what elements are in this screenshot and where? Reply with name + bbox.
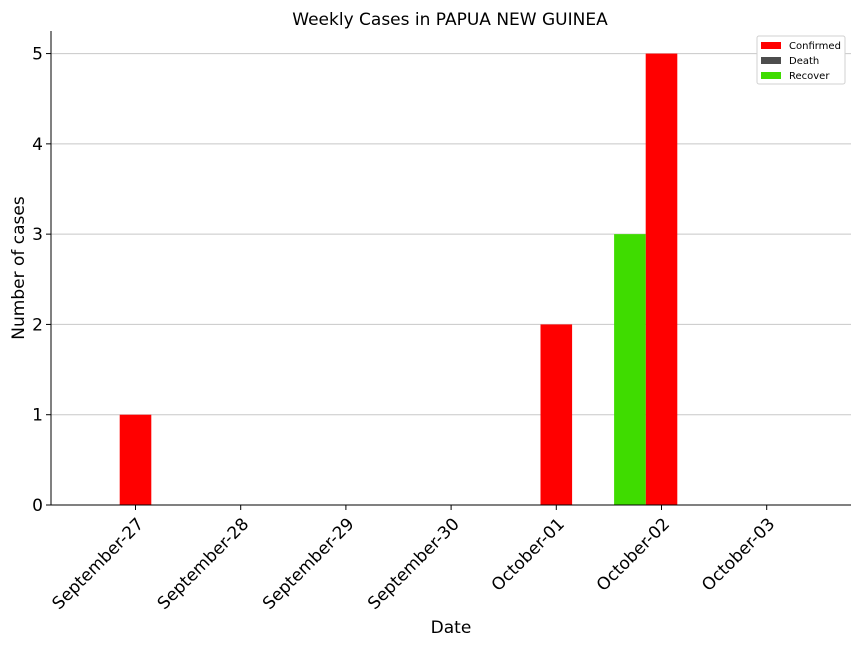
y-tick-label: 2 (32, 315, 43, 335)
y-tick-label: 4 (32, 135, 43, 155)
legend: Confirmed Death Recover (756, 35, 846, 85)
legend-label-death: Death (789, 56, 819, 67)
bar-recover-october-02 (614, 234, 646, 505)
chart-title: Weekly Cases in PAPUA NEW GUINEA (292, 10, 608, 30)
legend-swatch-confirmed (761, 42, 781, 49)
x-tick-label: October-03 (698, 514, 779, 595)
legend-label-recover: Recover (789, 71, 830, 82)
legend-label-confirmed: Confirmed (789, 41, 841, 52)
x-ticks: September-27 September-28 September-29 Sept… (49, 505, 779, 614)
legend-swatch-death (761, 57, 781, 64)
x-tick-label: September-27 (49, 514, 148, 613)
x-tick-label: September-30 (364, 514, 463, 613)
x-tick-label: September-28 (154, 514, 253, 613)
legend-swatch-recover (761, 72, 781, 79)
x-tick-label: October-01 (488, 514, 569, 595)
bar-confirmed-september-27 (119, 414, 152, 505)
x-tick-label: October-02 (593, 514, 674, 595)
y-axis-label: Number of cases (9, 196, 29, 340)
bar-confirmed-october-01 (540, 324, 573, 505)
axes (50, 31, 851, 506)
bars (119, 53, 678, 505)
y-tick-label: 1 (32, 406, 43, 426)
x-axis-label: Date (431, 618, 472, 638)
x-tick-label: September-29 (259, 514, 358, 613)
bar-confirmed-october-02 (645, 53, 678, 505)
y-ticks: 0 1 2 3 4 5 (32, 45, 51, 516)
y-gridlines (51, 53, 851, 416)
y-tick-label: 3 (32, 225, 43, 245)
y-tick-label: 0 (32, 496, 43, 516)
y-tick-label: 5 (32, 45, 43, 65)
